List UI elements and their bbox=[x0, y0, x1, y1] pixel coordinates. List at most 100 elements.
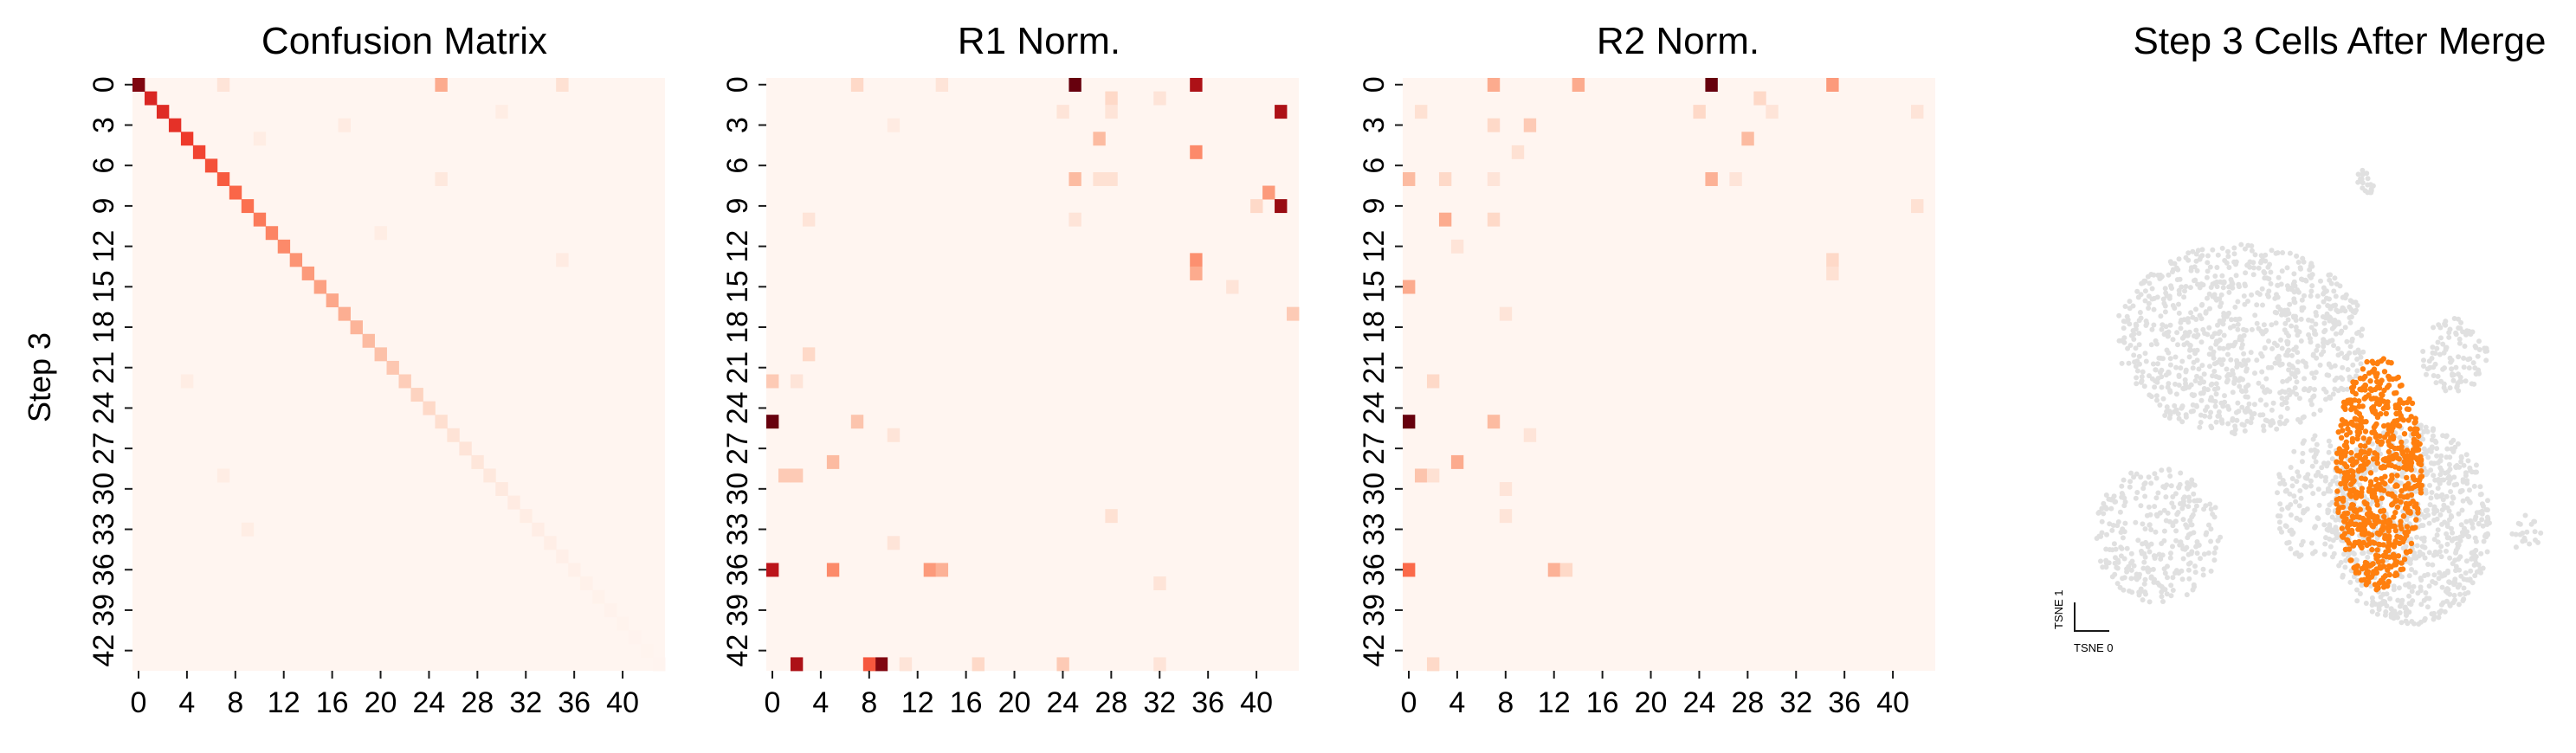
heatmap-cell bbox=[1426, 657, 1440, 672]
other-cell-point bbox=[2207, 414, 2213, 420]
step3-cell-point bbox=[2349, 462, 2356, 468]
other-cell-point bbox=[2434, 453, 2440, 459]
other-cell-point bbox=[2365, 176, 2371, 182]
other-cell-point bbox=[2447, 467, 2453, 473]
other-cell-point bbox=[2265, 364, 2271, 370]
other-cell-point bbox=[2140, 280, 2147, 286]
x-tick-label: 32 bbox=[1143, 686, 1176, 719]
step3-cell-point bbox=[2338, 422, 2344, 428]
other-cell-point bbox=[2124, 313, 2130, 319]
other-cell-point bbox=[2245, 357, 2251, 364]
other-cell-point bbox=[2287, 392, 2293, 397]
step3-cell-point bbox=[2408, 492, 2415, 498]
step3-cell-point bbox=[2396, 409, 2403, 416]
other-cell-point bbox=[2205, 253, 2211, 259]
heatmap-cell bbox=[790, 657, 804, 672]
heatmap-cell bbox=[1426, 374, 1440, 389]
other-cell-point bbox=[2450, 600, 2457, 606]
other-cell-point bbox=[2177, 481, 2183, 487]
other-cell-point bbox=[2224, 260, 2230, 266]
other-cell-point bbox=[2205, 331, 2211, 338]
step3-cell-point bbox=[2404, 447, 2411, 454]
step3-cell-point bbox=[2407, 548, 2413, 555]
other-cell-point bbox=[2444, 598, 2450, 604]
heatmap-cell bbox=[1190, 253, 1203, 267]
other-cell-point bbox=[2158, 355, 2164, 361]
other-cell-point bbox=[2226, 265, 2232, 270]
other-cell-point bbox=[2194, 373, 2199, 379]
other-cell-point bbox=[2267, 389, 2273, 395]
other-cell-point bbox=[2138, 503, 2144, 509]
other-cell-point bbox=[2397, 434, 2403, 441]
other-cell-point bbox=[2469, 550, 2476, 556]
heatmap-cell bbox=[1559, 563, 1573, 577]
step3-cell-point bbox=[2343, 485, 2349, 492]
other-cell-point bbox=[2263, 329, 2269, 335]
other-cell-point bbox=[2441, 350, 2447, 356]
heatmap-cell bbox=[1403, 280, 1416, 294]
step3-cell-point bbox=[2392, 562, 2399, 568]
other-cell-point bbox=[2200, 566, 2206, 572]
step3-cell-point bbox=[2362, 454, 2368, 460]
step3-cell-point bbox=[2392, 570, 2399, 576]
y-tick-label: 9 bbox=[1358, 197, 1391, 214]
other-cell-point bbox=[2193, 306, 2198, 312]
other-cell-point bbox=[2349, 336, 2355, 342]
step3-cell-point bbox=[2374, 502, 2380, 508]
other-cell-point bbox=[2151, 306, 2157, 312]
other-cell-point bbox=[2181, 294, 2187, 300]
other-cell-point bbox=[2118, 553, 2124, 559]
step3-cell-point bbox=[2365, 569, 2372, 575]
other-cell-point bbox=[2167, 362, 2173, 368]
other-cell-point bbox=[2434, 345, 2440, 351]
other-cell-point bbox=[2211, 550, 2218, 556]
other-cell-point bbox=[2484, 514, 2490, 520]
heatmap-cell bbox=[935, 78, 949, 92]
other-cell-point bbox=[2329, 456, 2335, 462]
other-cell-point bbox=[2477, 492, 2483, 498]
other-cell-point bbox=[2153, 529, 2159, 535]
other-cell-point bbox=[2127, 299, 2133, 305]
step3-cell-point bbox=[2379, 558, 2386, 564]
heatmap-cell bbox=[459, 441, 472, 456]
heatmap-cell bbox=[592, 589, 605, 604]
other-cell-point bbox=[2153, 393, 2160, 399]
other-cell-point bbox=[2296, 503, 2302, 509]
other-cell-point bbox=[2226, 310, 2231, 316]
heatmap-cell bbox=[1487, 171, 1501, 186]
other-cell-point bbox=[2350, 299, 2356, 306]
y-tick-label: 42 bbox=[1358, 634, 1391, 667]
step3-cell-point bbox=[2366, 392, 2372, 398]
y-tick-label: 30 bbox=[87, 473, 120, 505]
other-cell-point bbox=[2149, 286, 2155, 292]
other-cell-point bbox=[2430, 562, 2436, 568]
step3-cell-point bbox=[2404, 524, 2411, 530]
y-tick-label: 39 bbox=[1358, 594, 1391, 627]
other-cell-point bbox=[2173, 537, 2179, 544]
other-cell-point bbox=[2167, 555, 2173, 561]
heatmap-cell bbox=[1487, 118, 1501, 132]
other-cell-point bbox=[2291, 271, 2297, 277]
other-cell-point bbox=[2277, 525, 2282, 531]
other-cell-point bbox=[2188, 267, 2194, 274]
other-cell-point bbox=[2444, 524, 2450, 530]
heatmap-cell bbox=[1487, 415, 1501, 429]
other-cell-point bbox=[2154, 294, 2160, 300]
other-cell-point bbox=[2435, 339, 2441, 345]
other-cell-point bbox=[2439, 521, 2445, 527]
step3-cell-point bbox=[2353, 509, 2360, 515]
other-cell-point bbox=[2141, 581, 2147, 587]
other-cell-point bbox=[2432, 477, 2438, 483]
other-cell-point bbox=[2340, 572, 2346, 578]
step3-cell-point bbox=[2386, 448, 2392, 455]
other-cell-point bbox=[2434, 532, 2440, 538]
step3-cell-point bbox=[2338, 448, 2344, 454]
other-cell-point bbox=[2109, 527, 2115, 533]
step3-cell-point bbox=[2384, 525, 2391, 531]
heatmap-cell bbox=[850, 415, 864, 429]
other-cell-point bbox=[2329, 338, 2335, 344]
step3-cell-point bbox=[2339, 525, 2345, 531]
other-cell-point bbox=[2286, 367, 2292, 373]
other-cell-point bbox=[2313, 321, 2319, 327]
step3-cell-point bbox=[2376, 401, 2383, 408]
